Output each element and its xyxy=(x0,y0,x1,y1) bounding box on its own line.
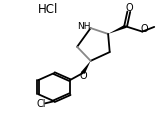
Text: O: O xyxy=(126,3,133,13)
Text: O: O xyxy=(140,24,148,34)
Text: O: O xyxy=(79,71,87,81)
Text: NH: NH xyxy=(77,22,91,31)
Polygon shape xyxy=(108,25,127,34)
Polygon shape xyxy=(81,61,91,74)
Text: Cl: Cl xyxy=(37,99,46,109)
Text: HCl: HCl xyxy=(38,3,58,16)
